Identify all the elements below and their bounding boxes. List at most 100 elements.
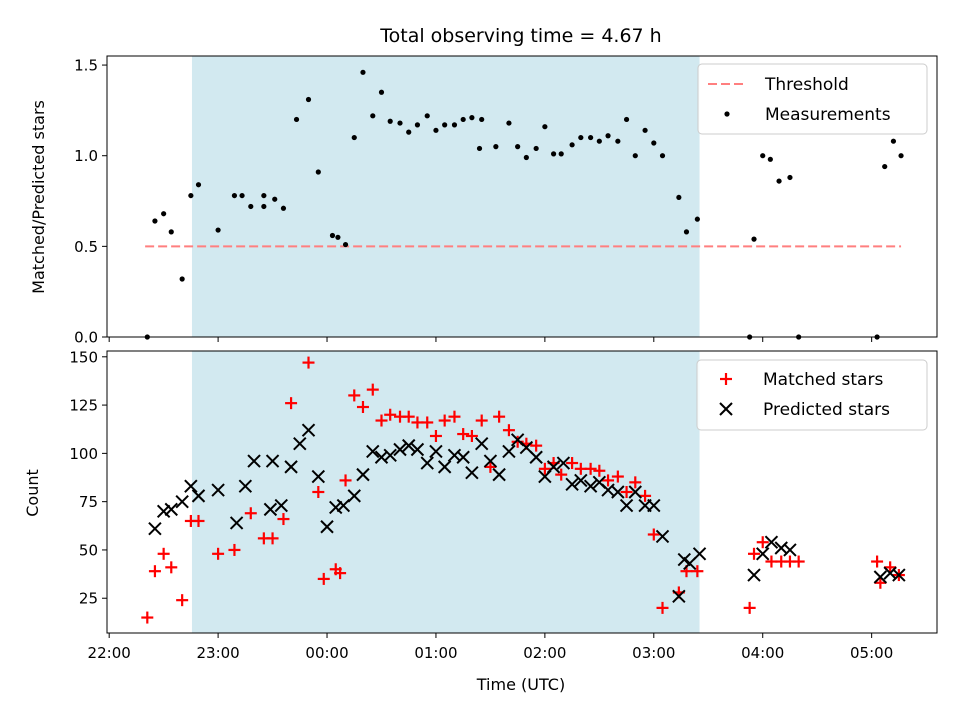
predicted-star-point <box>502 444 516 459</box>
bottom-y-axis: 25 50 75 100 125 150 <box>69 348 107 608</box>
measurement-point <box>152 218 158 224</box>
predicted-star-point <box>402 438 416 453</box>
predicted-star-point <box>274 498 288 513</box>
measurement-point <box>329 232 336 239</box>
measurement-point <box>272 196 278 202</box>
predicted-star-point <box>483 454 498 468</box>
measurement-point <box>351 134 357 141</box>
matched-star-point <box>302 356 315 369</box>
predicted-star-point <box>437 460 452 474</box>
measurement-point <box>293 116 300 123</box>
measurement-point <box>188 192 194 199</box>
matched-star-point <box>366 383 379 396</box>
predicted-star-point <box>619 498 634 513</box>
top-y-tick-label: 1.0 <box>74 147 98 165</box>
measurement-point <box>751 236 757 242</box>
measurement-point <box>476 145 483 152</box>
measurement-point <box>767 156 773 162</box>
measurement-point <box>239 192 245 199</box>
bottom-legend: Matched stars Predicted stars <box>696 359 928 431</box>
bottom-y-tick-label: 50 <box>79 541 98 559</box>
matched-star-point <box>334 567 347 580</box>
legend-matched-label: Matched stars <box>763 370 883 390</box>
matched-star-point <box>639 489 652 502</box>
predicted-star-point <box>783 543 797 557</box>
predicted-star-point <box>238 479 253 493</box>
legend-predicted-label: Predicted stars <box>763 400 890 420</box>
predicted-star-point <box>529 450 543 464</box>
predicted-star-point <box>320 520 334 534</box>
top-y-axis-label: Matched/Predicted stars <box>29 100 48 294</box>
predicted-star-point <box>393 442 407 457</box>
predicted-star-point <box>164 502 178 517</box>
predicted-star-point <box>156 504 171 519</box>
measurement-point <box>676 194 682 201</box>
matched-star-point <box>656 601 669 614</box>
predicted-star-point <box>574 473 588 488</box>
predicted-star-point <box>756 547 770 561</box>
matched-star-point <box>277 513 290 526</box>
measurement-point <box>360 69 366 75</box>
measurement-point <box>442 122 448 128</box>
measurement-point <box>387 118 393 124</box>
bottom-x-axis: 22:00 23:00 00:00 01:00 02:00 03:00 04:00 05:00 <box>88 633 893 662</box>
measurement-point <box>378 89 385 95</box>
matched-star-point <box>457 428 470 441</box>
matched-star-point <box>871 555 884 568</box>
bottom-y-axis-label: Count <box>23 469 42 517</box>
measurement-point <box>596 138 602 144</box>
measurement-point <box>760 153 766 159</box>
matched-star-point <box>375 414 388 427</box>
measurement-point <box>787 174 793 181</box>
matched-star-point <box>484 460 497 473</box>
matched-star-point <box>448 410 461 423</box>
predicted-star-point <box>366 444 380 459</box>
predicted-star-point <box>293 437 307 451</box>
measurement-point <box>414 122 421 128</box>
x-tick-label: 04:00 <box>741 644 784 662</box>
measurement-point <box>451 122 458 128</box>
measurement-point <box>433 127 439 133</box>
legend-measurements-label: Measurements <box>765 105 891 125</box>
predicted-star-point <box>265 454 280 468</box>
predicted-star-point <box>184 479 198 493</box>
measurement-point <box>370 113 376 119</box>
measurement-point <box>261 192 267 199</box>
measurement-point <box>406 129 412 135</box>
measurement-point <box>195 182 202 188</box>
matched-star-point <box>647 528 660 541</box>
matched-star-point <box>691 565 704 578</box>
bottom-shaded-interval <box>191 351 700 633</box>
predicted-star-point <box>492 467 506 482</box>
measurement-point <box>305 96 312 103</box>
measurement-point <box>776 178 782 184</box>
predicted-star-point <box>565 477 579 491</box>
predicted-star-point <box>329 500 343 515</box>
predicted-star-point <box>336 498 351 513</box>
measurement-point <box>280 205 287 211</box>
x-tick-label: 05:00 <box>850 644 893 662</box>
measurement-point <box>161 211 167 217</box>
measurement-point <box>623 116 630 123</box>
x-tick-label: 01:00 <box>414 644 457 662</box>
predicted-star-point <box>611 485 625 499</box>
measurement-point <box>542 124 548 130</box>
predicted-star-point <box>410 442 425 457</box>
measurement-point <box>683 229 690 235</box>
top-x-ticks <box>108 337 873 342</box>
top-axes-frame <box>106 55 938 338</box>
predicted-star-point <box>672 589 686 604</box>
predicted-star-point <box>347 489 361 503</box>
matched-star-point <box>402 410 415 423</box>
matched-star-point <box>317 572 330 585</box>
measurement-point <box>578 134 584 141</box>
matched-star-point <box>141 611 154 624</box>
predicted-star-point <box>556 456 571 470</box>
matched-star-point <box>192 514 205 527</box>
predicted-star-point <box>191 489 206 503</box>
measurement-point <box>569 142 575 148</box>
measurement-point <box>898 153 904 159</box>
matched-star-point <box>502 424 515 437</box>
measurement-point <box>479 116 485 123</box>
